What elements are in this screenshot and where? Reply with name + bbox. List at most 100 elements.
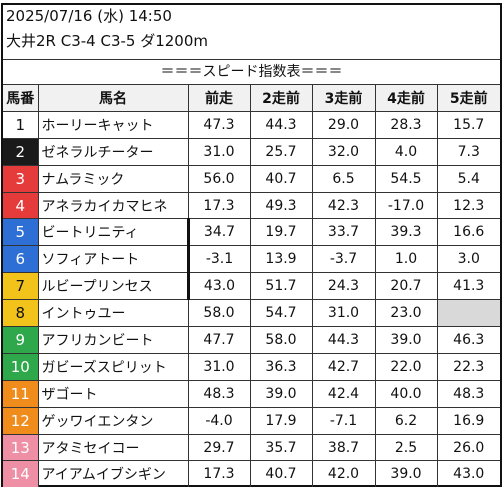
- speed-index-cell: 58.0: [187, 299, 251, 328]
- speed-index-cell: 23.0: [374, 299, 438, 328]
- speed-index-cell: 6.5: [311, 164, 376, 193]
- speed-index-cell: 17.3: [187, 191, 251, 220]
- horse-name-cell: アフリカンビート: [37, 326, 189, 354]
- speed-index-cell: [436, 299, 500, 328]
- speed-index-cell: 48.3: [436, 379, 500, 408]
- speed-index-cell: -17.0: [374, 191, 438, 220]
- speed-index-cell: 26.0: [436, 433, 500, 462]
- table-row: 2 ゼネラルチーター 31.0 25.7 32.0 4.0 7.3: [3, 137, 500, 166]
- speed-index-cell: 35.7: [249, 433, 313, 462]
- speed-index-cell: 22.3: [436, 352, 500, 381]
- horse-name-cell: アネラカイカマヒネ: [37, 191, 189, 220]
- horse-name-cell: ゲッワイエンタン: [37, 406, 189, 435]
- speed-index-cell: 41.3: [436, 272, 500, 301]
- table-row: 4 アネラカイカマヒネ 17.3 49.3 42.3 -17.0 12.3: [3, 191, 500, 220]
- speed-index-cell: 19.7: [249, 218, 313, 247]
- speed-index-cell: 4.0: [374, 137, 438, 166]
- table-row: 3 ナムラミック 56.0 40.7 6.5 54.5 5.4: [3, 164, 500, 193]
- horse-number-cell: 14: [3, 460, 39, 488]
- horse-name-cell: ルビープリンセス: [37, 272, 189, 301]
- horse-name-cell: ホーリーキャット: [37, 110, 189, 139]
- speed-index-cell: 54.7: [249, 299, 313, 328]
- horse-number-cell: 5: [3, 218, 39, 247]
- table-row: 6 ソフィアトート -3.1 13.9 -3.7 1.0 3.0: [3, 245, 500, 274]
- speed-index-cell: 38.7: [311, 433, 376, 462]
- horse-name-cell: イントゥユー: [37, 299, 189, 328]
- speed-index-cell: 56.0: [187, 164, 251, 193]
- speed-index-cell: 44.3: [249, 110, 313, 139]
- col-header-3-races-ago: 3走前: [311, 84, 376, 112]
- speed-index-cell: 44.3: [311, 326, 376, 354]
- table-row: 1 ホーリーキャット 47.3 44.3 29.0 28.3 15.7: [3, 110, 500, 139]
- speed-index-cell: 42.0: [311, 460, 376, 488]
- horse-number-cell: 13: [3, 433, 39, 462]
- speed-index-cell: 12.3: [436, 191, 500, 220]
- speed-index-cell: 31.0: [311, 299, 376, 328]
- speed-index-cell: -4.0: [187, 406, 251, 435]
- speed-index-cell: -3.1: [186, 245, 251, 274]
- col-header-4-races-ago: 4走前: [374, 84, 438, 112]
- speed-index-cell: 1.0: [374, 245, 438, 274]
- speed-index-cell: 25.7: [249, 137, 313, 166]
- speed-index-cell: 16.9: [436, 406, 500, 435]
- speed-index-cell: 17.3: [187, 460, 251, 488]
- speed-index-cell: 13.9: [249, 245, 313, 274]
- speed-index-cell: 42.3: [311, 191, 376, 220]
- col-header-5-races-ago: 5走前: [436, 84, 500, 112]
- speed-index-cell: -7.1: [311, 406, 376, 435]
- speed-index-cell: 42.4: [311, 379, 376, 408]
- speed-index-cell: 24.3: [311, 272, 376, 301]
- horse-name-cell: アタミセイコー: [37, 433, 189, 462]
- speed-index-cell: 20.7: [374, 272, 438, 301]
- speed-index-cell: 40.7: [249, 164, 313, 193]
- col-header-last-race: 前走: [187, 84, 251, 112]
- speed-index-cell: 47.3: [187, 110, 251, 139]
- speed-index-cell: 29.7: [187, 433, 251, 462]
- speed-index-cell: 42.7: [311, 352, 376, 381]
- speed-index-cell: 58.0: [249, 326, 313, 354]
- speed-index-panel: 2025/07/16 (水) 14:50 大井2R C3-4 C3-5 ダ120…: [1, 3, 502, 488]
- race-title: 大井2R C3-4 C3-5 ダ1200m: [6, 32, 209, 50]
- speed-index-cell: 40.0: [374, 379, 438, 408]
- race-datetime: 2025/07/16 (水) 14:50: [6, 7, 172, 25]
- speed-index-cell: 28.3: [374, 110, 438, 139]
- horse-number-cell: 3: [3, 164, 39, 193]
- speed-index-cell: 6.2: [374, 406, 438, 435]
- speed-index-cell: 43.0: [186, 272, 251, 301]
- speed-index-cell: 39.3: [374, 218, 438, 247]
- col-header-2-races-ago: 2走前: [249, 84, 313, 112]
- speed-index-cell: 16.6: [436, 218, 500, 247]
- table-row: 8 イントゥユー 58.0 54.7 31.0 23.0: [3, 299, 500, 328]
- speed-index-cell: 46.3: [436, 326, 500, 354]
- speed-index-cell: 49.3: [249, 191, 313, 220]
- col-header-horse-name: 馬名: [37, 84, 189, 112]
- col-header-number: 馬番: [3, 84, 39, 112]
- horse-number-cell: 10: [3, 352, 39, 381]
- speed-index-cell: 47.7: [187, 326, 251, 354]
- table-row: 11 ザゴート 48.3 39.0 42.4 40.0 48.3: [3, 379, 500, 408]
- horse-name-cell: アイアムイブシギン: [37, 460, 189, 488]
- speed-index-cell: 31.0: [187, 137, 251, 166]
- table-row: 12 ゲッワイエンタン -4.0 17.9 -7.1 6.2 16.9: [3, 406, 500, 435]
- speed-index-cell: 39.0: [374, 460, 438, 488]
- horse-number-cell: 7: [3, 272, 39, 301]
- speed-index-cell: 40.7: [249, 460, 313, 488]
- table-row: 7 ルビープリンセス 43.0 51.7 24.3 20.7 41.3: [3, 272, 500, 301]
- horse-number-cell: 9: [3, 326, 39, 354]
- speed-index-cell: 15.7: [436, 110, 500, 139]
- speed-index-cell: 51.7: [249, 272, 313, 301]
- speed-index-cell: 32.0: [311, 137, 376, 166]
- table-row: 10 ガビーズスピリット 31.0 36.3 42.7 22.0 22.3: [3, 352, 500, 381]
- speed-index-cell: 36.3: [249, 352, 313, 381]
- horse-name-cell: ガビーズスピリット: [37, 352, 189, 381]
- horse-name-cell: ザゴート: [37, 379, 189, 408]
- horse-name-cell: ゼネラルチーター: [37, 137, 189, 166]
- table-header-row: 馬番 馬名 前走 2走前 3走前 4走前 5走前: [3, 84, 500, 112]
- horse-name-cell: ソフィアトート: [37, 245, 189, 274]
- horse-number-cell: 6: [3, 245, 39, 274]
- horse-number-cell: 1: [3, 110, 39, 139]
- speed-index-cell: 31.0: [187, 352, 251, 381]
- table-row: 14 アイアムイブシギン 17.3 40.7 42.0 39.0 43.0: [3, 460, 500, 488]
- speed-index-cell: 33.7: [311, 218, 376, 247]
- speed-index-cell: 2.5: [374, 433, 438, 462]
